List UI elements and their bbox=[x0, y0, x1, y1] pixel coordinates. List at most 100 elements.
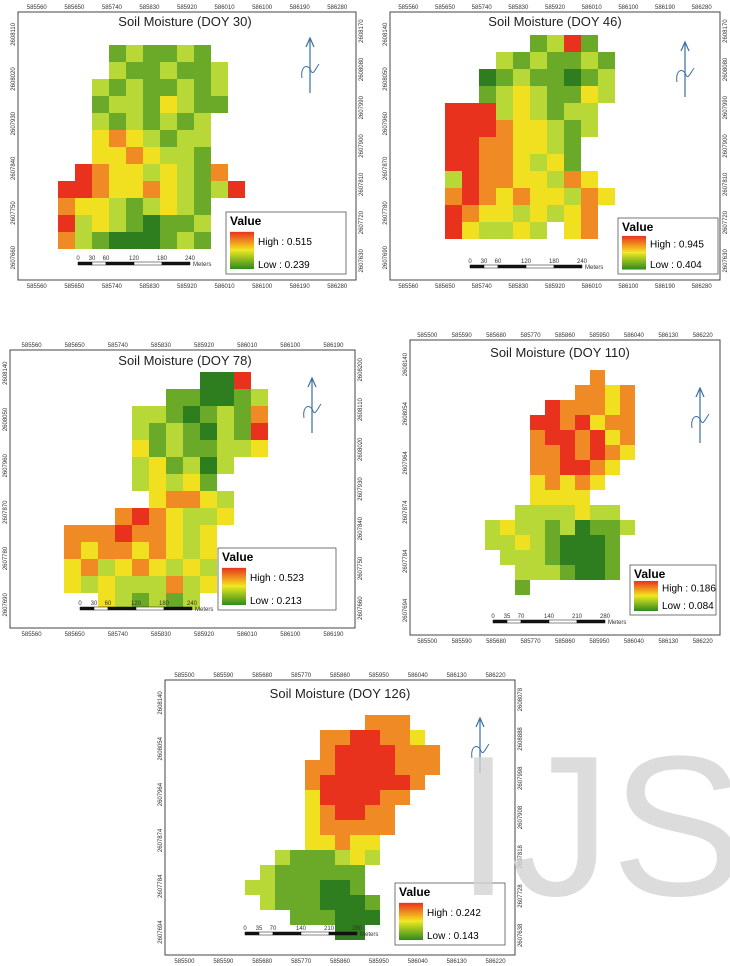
left-coordinate-label: 2608020 bbox=[11, 67, 17, 91]
scale-bar-segment bbox=[108, 607, 136, 610]
raster-cell bbox=[530, 154, 547, 171]
bottom-coordinate-label: 585650 bbox=[65, 632, 86, 638]
raster-cell bbox=[143, 181, 160, 198]
raster-cell bbox=[260, 865, 275, 880]
raster-cell bbox=[305, 895, 320, 910]
top-coordinate-label: 585590 bbox=[452, 333, 473, 339]
raster-cell bbox=[445, 188, 462, 205]
raster-cell bbox=[590, 430, 605, 445]
bottom-coordinate-label: 585830 bbox=[139, 284, 160, 290]
raster-cell bbox=[75, 164, 92, 181]
raster-cell bbox=[58, 181, 75, 198]
map-title: Soil Moisture (DOY 30) bbox=[118, 14, 251, 29]
raster-cell bbox=[545, 445, 560, 460]
raster-cell bbox=[149, 457, 166, 474]
raster-cell bbox=[575, 430, 590, 445]
raster-cell bbox=[251, 440, 268, 457]
raster-cell bbox=[160, 147, 177, 164]
raster-cell bbox=[335, 805, 350, 820]
raster-cell bbox=[350, 790, 365, 805]
top-coordinate-label: 585830 bbox=[508, 5, 529, 11]
bottom-coordinate-label: 585770 bbox=[291, 959, 312, 965]
legend-title: Value bbox=[222, 550, 254, 564]
raster-cell bbox=[545, 490, 560, 505]
raster-cell bbox=[530, 430, 545, 445]
raster-cell bbox=[143, 130, 160, 147]
raster-cell bbox=[590, 535, 605, 550]
raster-cell bbox=[560, 550, 575, 565]
raster-cell bbox=[92, 232, 109, 249]
raster-cell bbox=[160, 79, 177, 96]
bottom-coordinate-label: 586010 bbox=[215, 284, 236, 290]
raster-cell bbox=[598, 69, 615, 86]
raster-cell bbox=[513, 103, 530, 120]
raster-cell bbox=[530, 475, 545, 490]
scale-label: 180 bbox=[549, 259, 560, 265]
raster-cell bbox=[581, 35, 598, 52]
raster-cell bbox=[620, 520, 635, 535]
raster-cell bbox=[109, 215, 126, 232]
raster-cell bbox=[564, 154, 581, 171]
scale-label: 120 bbox=[129, 256, 140, 262]
figure: Soil Moisture (DOY 30)585560585560585650… bbox=[0, 0, 730, 966]
raster-cell bbox=[605, 565, 620, 580]
raster-cell bbox=[335, 820, 350, 835]
bottom-coordinate-label: 586130 bbox=[658, 639, 679, 645]
raster-cell bbox=[564, 137, 581, 154]
raster-cell bbox=[217, 372, 234, 389]
raster-cell bbox=[305, 835, 320, 850]
raster-cell bbox=[350, 895, 365, 910]
raster-cell bbox=[581, 52, 598, 69]
raster-cell bbox=[598, 52, 615, 69]
raster-cell bbox=[126, 96, 143, 113]
raster-cell bbox=[183, 389, 200, 406]
raster-cell bbox=[75, 198, 92, 215]
raster-cell bbox=[98, 542, 115, 559]
raster-cell bbox=[530, 550, 545, 565]
right-coordinate-label: 2608170 bbox=[359, 19, 365, 43]
bottom-coordinate-label: 586040 bbox=[624, 639, 645, 645]
raster-cell bbox=[513, 171, 530, 188]
raster-cell bbox=[560, 445, 575, 460]
raster-cell bbox=[581, 222, 598, 239]
raster-cell bbox=[350, 745, 365, 760]
raster-cell bbox=[290, 850, 305, 865]
scale-bar-segment bbox=[329, 932, 357, 935]
raster-cell bbox=[479, 103, 496, 120]
raster-cell bbox=[590, 505, 605, 520]
bottom-coordinate-label: 586100 bbox=[618, 284, 639, 290]
raster-cell bbox=[211, 96, 228, 113]
raster-cell bbox=[547, 120, 564, 137]
raster-cell bbox=[132, 576, 149, 593]
bottom-coordinate-label: 585920 bbox=[545, 284, 566, 290]
raster-cell bbox=[545, 505, 560, 520]
raster-cell bbox=[160, 164, 177, 181]
raster-cell bbox=[575, 535, 590, 550]
raster-cell bbox=[395, 715, 410, 730]
scale-bar-segment bbox=[507, 620, 521, 623]
scale-bar-segment bbox=[554, 265, 582, 268]
raster-cell bbox=[590, 415, 605, 430]
top-coordinate-label: 586280 bbox=[692, 5, 713, 11]
bottom-coordinate-label: 585770 bbox=[521, 639, 542, 645]
raster-cell bbox=[320, 895, 335, 910]
raster-cell bbox=[479, 205, 496, 222]
raster-cell bbox=[575, 400, 590, 415]
raster-cell bbox=[350, 820, 365, 835]
right-coordinate-label: 2607840 bbox=[358, 516, 364, 540]
bottom-coordinate-label: 586010 bbox=[237, 632, 258, 638]
raster-cell bbox=[160, 45, 177, 62]
raster-cell bbox=[183, 423, 200, 440]
raster-cell bbox=[234, 372, 251, 389]
left-coordinate-label: 2607960 bbox=[3, 453, 9, 477]
raster-cell bbox=[410, 730, 425, 745]
raster-cell bbox=[305, 805, 320, 820]
scale-bar-segment bbox=[136, 607, 164, 610]
map-panel: Soil Moisture (DOY 30)585560585560585650… bbox=[11, 5, 365, 290]
raster-cell bbox=[160, 198, 177, 215]
raster-cell bbox=[598, 86, 615, 103]
raster-cell bbox=[605, 430, 620, 445]
raster-cell bbox=[217, 440, 234, 457]
raster-cell bbox=[305, 760, 320, 775]
left-coordinate-label: 2607784 bbox=[403, 549, 409, 573]
